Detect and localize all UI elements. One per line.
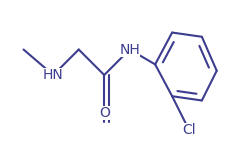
Text: HN: HN xyxy=(43,68,64,82)
Text: O: O xyxy=(98,106,109,120)
Text: Cl: Cl xyxy=(182,123,195,137)
Text: NH: NH xyxy=(119,42,140,57)
